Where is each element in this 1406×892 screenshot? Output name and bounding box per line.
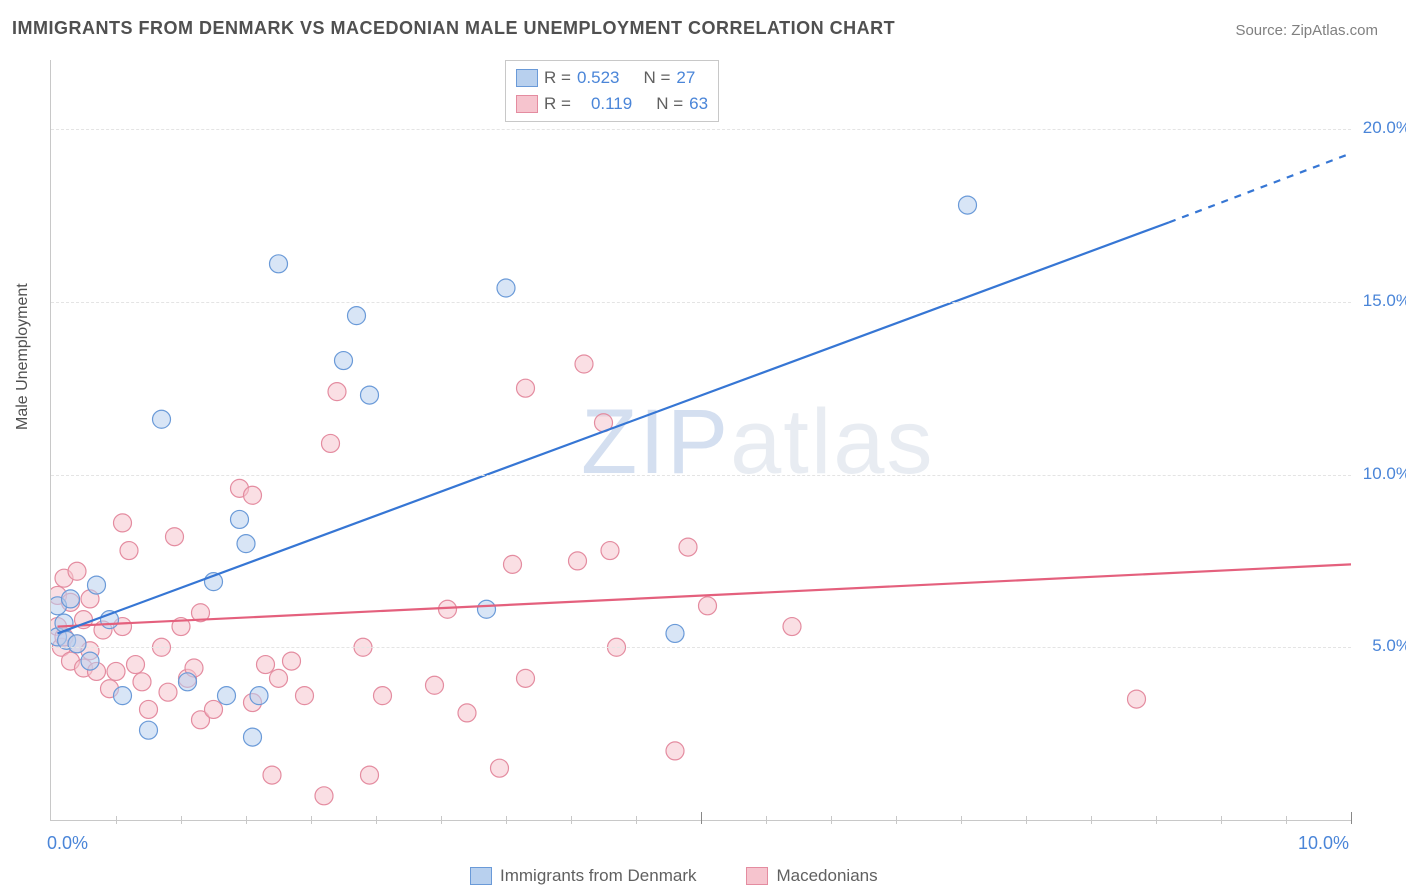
scatter-point-macedonians: [783, 618, 801, 636]
scatter-point-macedonians: [107, 662, 125, 680]
trend-line-denmark: [58, 222, 1170, 633]
series-legend: Immigrants from Denmark Macedonians: [470, 866, 878, 886]
scatter-point-denmark: [153, 410, 171, 428]
y-tick-label: 15.0%: [1363, 291, 1406, 311]
n-value-macedonians: 63: [689, 94, 708, 114]
scatter-point-denmark: [335, 352, 353, 370]
chart-title: IMMIGRANTS FROM DENMARK VS MACEDONIAN MA…: [12, 18, 895, 39]
scatter-point-macedonians: [205, 700, 223, 718]
scatter-point-denmark: [218, 687, 236, 705]
scatter-point-macedonians: [315, 787, 333, 805]
trend-line-macedonians: [58, 564, 1352, 626]
scatter-point-denmark: [179, 673, 197, 691]
scatter-point-macedonians: [666, 742, 684, 760]
correlation-legend: R = 0.523 N = 27 R = 0.119 N = 63: [505, 60, 719, 122]
scatter-point-denmark: [140, 721, 158, 739]
scatter-point-macedonians: [257, 656, 275, 674]
swatch-macedonians: [516, 95, 538, 113]
swatch-denmark: [516, 69, 538, 87]
scatter-point-macedonians: [1128, 690, 1146, 708]
r-label: R =: [544, 68, 571, 88]
swatch-macedonians-icon: [746, 867, 768, 885]
scatter-point-macedonians: [127, 656, 145, 674]
scatter-point-macedonians: [517, 379, 535, 397]
y-tick-label: 20.0%: [1363, 118, 1406, 138]
r-value-denmark: 0.523: [577, 68, 620, 88]
scatter-point-macedonians: [504, 555, 522, 573]
y-tick-label: 5.0%: [1372, 636, 1406, 656]
scatter-point-denmark: [81, 652, 99, 670]
legend-row-denmark: R = 0.523 N = 27: [516, 65, 708, 91]
scatter-point-denmark: [250, 687, 268, 705]
scatter-svg: [51, 60, 1351, 820]
scatter-point-macedonians: [426, 676, 444, 694]
scatter-point-denmark: [244, 728, 262, 746]
scatter-point-macedonians: [491, 759, 509, 777]
chart-container: IMMIGRANTS FROM DENMARK VS MACEDONIAN MA…: [0, 0, 1406, 892]
legend-label-denmark: Immigrants from Denmark: [500, 866, 696, 886]
scatter-point-macedonians: [458, 704, 476, 722]
scatter-point-macedonians: [120, 542, 138, 560]
r-label: R =: [544, 94, 571, 114]
scatter-point-denmark: [237, 535, 255, 553]
plot-area: ZIPatlas 0.0% 10.0% 5.0%10.0%15.0%20.0%: [50, 60, 1351, 821]
scatter-point-denmark: [68, 635, 86, 653]
scatter-point-macedonians: [575, 355, 593, 373]
scatter-point-denmark: [666, 624, 684, 642]
scatter-point-macedonians: [133, 673, 151, 691]
scatter-point-macedonians: [244, 486, 262, 504]
scatter-point-denmark: [959, 196, 977, 214]
x-axis-max-label: 10.0%: [1298, 833, 1349, 854]
scatter-point-macedonians: [699, 597, 717, 615]
scatter-point-macedonians: [517, 669, 535, 687]
legend-label-macedonians: Macedonians: [776, 866, 877, 886]
scatter-point-denmark: [478, 600, 496, 618]
scatter-point-macedonians: [361, 766, 379, 784]
scatter-point-denmark: [88, 576, 106, 594]
scatter-point-macedonians: [439, 600, 457, 618]
y-axis-title: Male Unemployment: [14, 283, 32, 430]
scatter-point-macedonians: [569, 552, 587, 570]
legend-row-macedonians: R = 0.119 N = 63: [516, 91, 708, 117]
scatter-point-macedonians: [296, 687, 314, 705]
scatter-point-macedonians: [263, 766, 281, 784]
r-value-macedonians: 0.119: [591, 94, 632, 114]
legend-item-macedonians: Macedonians: [746, 866, 877, 886]
scatter-point-macedonians: [270, 669, 288, 687]
scatter-point-denmark: [497, 279, 515, 297]
scatter-point-macedonians: [328, 383, 346, 401]
n-value-denmark: 27: [676, 68, 695, 88]
scatter-point-macedonians: [166, 528, 184, 546]
swatch-denmark-icon: [470, 867, 492, 885]
scatter-point-macedonians: [679, 538, 697, 556]
y-tick-label: 10.0%: [1363, 464, 1406, 484]
scatter-point-denmark: [361, 386, 379, 404]
x-axis-min-label: 0.0%: [47, 833, 88, 854]
n-label: N =: [656, 94, 683, 114]
scatter-point-macedonians: [601, 542, 619, 560]
scatter-point-macedonians: [114, 514, 132, 532]
scatter-point-macedonians: [374, 687, 392, 705]
trend-line-dash-denmark: [1169, 153, 1351, 222]
scatter-point-macedonians: [322, 434, 340, 452]
scatter-point-denmark: [348, 307, 366, 325]
scatter-point-macedonians: [68, 562, 86, 580]
legend-item-denmark: Immigrants from Denmark: [470, 866, 696, 886]
scatter-point-macedonians: [140, 700, 158, 718]
scatter-point-macedonians: [283, 652, 301, 670]
scatter-point-denmark: [114, 687, 132, 705]
scatter-point-denmark: [231, 510, 249, 528]
scatter-point-macedonians: [159, 683, 177, 701]
source-attribution: Source: ZipAtlas.com: [1235, 22, 1378, 39]
n-label: N =: [643, 68, 670, 88]
scatter-point-denmark: [62, 590, 80, 608]
scatter-point-denmark: [270, 255, 288, 273]
